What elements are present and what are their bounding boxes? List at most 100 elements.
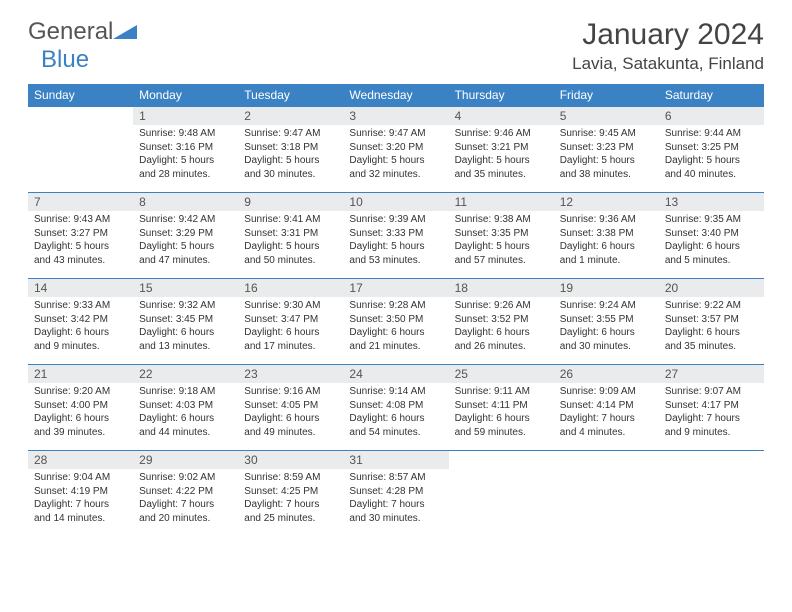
calendar-week-row: 14Sunrise: 9:33 AMSunset: 3:42 PMDayligh… xyxy=(28,279,764,365)
day-details: Sunrise: 9:45 AMSunset: 3:23 PMDaylight:… xyxy=(554,125,659,183)
day-details: Sunrise: 9:22 AMSunset: 3:57 PMDaylight:… xyxy=(659,297,764,355)
logo-triangle-icon xyxy=(113,21,137,44)
calendar-day-cell: 1Sunrise: 9:48 AMSunset: 3:16 PMDaylight… xyxy=(133,107,238,193)
day-details: Sunrise: 9:33 AMSunset: 3:42 PMDaylight:… xyxy=(28,297,133,355)
day-number: 27 xyxy=(659,365,764,383)
calendar-day-cell: 9Sunrise: 9:41 AMSunset: 3:31 PMDaylight… xyxy=(238,193,343,279)
logo-text-blue: Blue xyxy=(41,46,89,73)
day-details: Sunrise: 9:44 AMSunset: 3:25 PMDaylight:… xyxy=(659,125,764,183)
calendar-body: 1Sunrise: 9:48 AMSunset: 3:16 PMDaylight… xyxy=(28,107,764,537)
location: Lavia, Satakunta, Finland xyxy=(572,54,764,74)
calendar-day-cell: 4Sunrise: 9:46 AMSunset: 3:21 PMDaylight… xyxy=(449,107,554,193)
day-details: Sunrise: 9:35 AMSunset: 3:40 PMDaylight:… xyxy=(659,211,764,269)
day-details: Sunrise: 9:14 AMSunset: 4:08 PMDaylight:… xyxy=(343,383,448,441)
header: General Blue January 2024 Lavia, Satakun… xyxy=(28,18,764,74)
calendar-day-cell: 19Sunrise: 9:24 AMSunset: 3:55 PMDayligh… xyxy=(554,279,659,365)
day-details: Sunrise: 9:42 AMSunset: 3:29 PMDaylight:… xyxy=(133,211,238,269)
day-details: Sunrise: 8:59 AMSunset: 4:25 PMDaylight:… xyxy=(238,469,343,527)
month-title: January 2024 xyxy=(572,18,764,52)
day-number: 7 xyxy=(28,193,133,211)
calendar-week-row: 1Sunrise: 9:48 AMSunset: 3:16 PMDaylight… xyxy=(28,107,764,193)
day-number: 14 xyxy=(28,279,133,297)
calendar-day-cell: 8Sunrise: 9:42 AMSunset: 3:29 PMDaylight… xyxy=(133,193,238,279)
calendar-day-cell: 26Sunrise: 9:09 AMSunset: 4:14 PMDayligh… xyxy=(554,365,659,451)
day-number: 26 xyxy=(554,365,659,383)
calendar-table: SundayMondayTuesdayWednesdayThursdayFrid… xyxy=(28,84,764,537)
day-details: Sunrise: 9:32 AMSunset: 3:45 PMDaylight:… xyxy=(133,297,238,355)
calendar-day-cell: 21Sunrise: 9:20 AMSunset: 4:00 PMDayligh… xyxy=(28,365,133,451)
weekday-header: Tuesday xyxy=(238,84,343,107)
calendar-day-cell: 13Sunrise: 9:35 AMSunset: 3:40 PMDayligh… xyxy=(659,193,764,279)
day-number: 23 xyxy=(238,365,343,383)
day-number: 16 xyxy=(238,279,343,297)
title-block: January 2024 Lavia, Satakunta, Finland xyxy=(572,18,764,74)
day-number: 4 xyxy=(449,107,554,125)
day-number: 31 xyxy=(343,451,448,469)
day-details: Sunrise: 9:20 AMSunset: 4:00 PMDaylight:… xyxy=(28,383,133,441)
calendar-day-cell: 23Sunrise: 9:16 AMSunset: 4:05 PMDayligh… xyxy=(238,365,343,451)
day-number: 15 xyxy=(133,279,238,297)
logo: General Blue xyxy=(28,18,137,74)
calendar-day-cell: 10Sunrise: 9:39 AMSunset: 3:33 PMDayligh… xyxy=(343,193,448,279)
day-details: Sunrise: 9:24 AMSunset: 3:55 PMDaylight:… xyxy=(554,297,659,355)
calendar-day-cell: 15Sunrise: 9:32 AMSunset: 3:45 PMDayligh… xyxy=(133,279,238,365)
calendar-day-cell xyxy=(449,451,554,537)
day-number: 2 xyxy=(238,107,343,125)
calendar-day-cell: 20Sunrise: 9:22 AMSunset: 3:57 PMDayligh… xyxy=(659,279,764,365)
day-details: Sunrise: 9:36 AMSunset: 3:38 PMDaylight:… xyxy=(554,211,659,269)
day-number: 1 xyxy=(133,107,238,125)
day-details: Sunrise: 9:07 AMSunset: 4:17 PMDaylight:… xyxy=(659,383,764,441)
calendar-day-cell: 17Sunrise: 9:28 AMSunset: 3:50 PMDayligh… xyxy=(343,279,448,365)
weekday-header-row: SundayMondayTuesdayWednesdayThursdayFrid… xyxy=(28,84,764,107)
day-number: 12 xyxy=(554,193,659,211)
day-number: 22 xyxy=(133,365,238,383)
day-details: Sunrise: 9:28 AMSunset: 3:50 PMDaylight:… xyxy=(343,297,448,355)
calendar-week-row: 28Sunrise: 9:04 AMSunset: 4:19 PMDayligh… xyxy=(28,451,764,537)
calendar-day-cell: 25Sunrise: 9:11 AMSunset: 4:11 PMDayligh… xyxy=(449,365,554,451)
day-details: Sunrise: 9:46 AMSunset: 3:21 PMDaylight:… xyxy=(449,125,554,183)
calendar-day-cell: 29Sunrise: 9:02 AMSunset: 4:22 PMDayligh… xyxy=(133,451,238,537)
calendar-day-cell: 3Sunrise: 9:47 AMSunset: 3:20 PMDaylight… xyxy=(343,107,448,193)
day-number: 25 xyxy=(449,365,554,383)
weekday-header: Friday xyxy=(554,84,659,107)
day-number: 5 xyxy=(554,107,659,125)
calendar-day-cell: 12Sunrise: 9:36 AMSunset: 3:38 PMDayligh… xyxy=(554,193,659,279)
day-details: Sunrise: 9:04 AMSunset: 4:19 PMDaylight:… xyxy=(28,469,133,527)
day-number: 30 xyxy=(238,451,343,469)
day-details: Sunrise: 9:26 AMSunset: 3:52 PMDaylight:… xyxy=(449,297,554,355)
calendar-day-cell: 14Sunrise: 9:33 AMSunset: 3:42 PMDayligh… xyxy=(28,279,133,365)
day-details: Sunrise: 9:30 AMSunset: 3:47 PMDaylight:… xyxy=(238,297,343,355)
weekday-header: Monday xyxy=(133,84,238,107)
day-number: 18 xyxy=(449,279,554,297)
day-details: Sunrise: 9:09 AMSunset: 4:14 PMDaylight:… xyxy=(554,383,659,441)
day-number: 28 xyxy=(28,451,133,469)
weekday-header: Thursday xyxy=(449,84,554,107)
day-number: 21 xyxy=(28,365,133,383)
calendar-day-cell: 24Sunrise: 9:14 AMSunset: 4:08 PMDayligh… xyxy=(343,365,448,451)
calendar-day-cell: 11Sunrise: 9:38 AMSunset: 3:35 PMDayligh… xyxy=(449,193,554,279)
day-number: 20 xyxy=(659,279,764,297)
day-number: 17 xyxy=(343,279,448,297)
day-details: Sunrise: 9:38 AMSunset: 3:35 PMDaylight:… xyxy=(449,211,554,269)
day-number: 9 xyxy=(238,193,343,211)
day-details: Sunrise: 9:02 AMSunset: 4:22 PMDaylight:… xyxy=(133,469,238,527)
calendar-day-cell: 16Sunrise: 9:30 AMSunset: 3:47 PMDayligh… xyxy=(238,279,343,365)
calendar-day-cell: 7Sunrise: 9:43 AMSunset: 3:27 PMDaylight… xyxy=(28,193,133,279)
day-details: Sunrise: 9:47 AMSunset: 3:18 PMDaylight:… xyxy=(238,125,343,183)
day-number: 6 xyxy=(659,107,764,125)
day-details: Sunrise: 9:18 AMSunset: 4:03 PMDaylight:… xyxy=(133,383,238,441)
weekday-header: Saturday xyxy=(659,84,764,107)
day-details: Sunrise: 9:47 AMSunset: 3:20 PMDaylight:… xyxy=(343,125,448,183)
calendar-day-cell: 22Sunrise: 9:18 AMSunset: 4:03 PMDayligh… xyxy=(133,365,238,451)
calendar-day-cell xyxy=(28,107,133,193)
weekday-header: Sunday xyxy=(28,84,133,107)
day-details: Sunrise: 9:39 AMSunset: 3:33 PMDaylight:… xyxy=(343,211,448,269)
calendar-day-cell: 27Sunrise: 9:07 AMSunset: 4:17 PMDayligh… xyxy=(659,365,764,451)
day-details: Sunrise: 9:48 AMSunset: 3:16 PMDaylight:… xyxy=(133,125,238,183)
calendar-day-cell: 5Sunrise: 9:45 AMSunset: 3:23 PMDaylight… xyxy=(554,107,659,193)
day-number: 29 xyxy=(133,451,238,469)
day-details: Sunrise: 9:43 AMSunset: 3:27 PMDaylight:… xyxy=(28,211,133,269)
calendar-week-row: 21Sunrise: 9:20 AMSunset: 4:00 PMDayligh… xyxy=(28,365,764,451)
day-number: 8 xyxy=(133,193,238,211)
calendar-day-cell xyxy=(659,451,764,537)
